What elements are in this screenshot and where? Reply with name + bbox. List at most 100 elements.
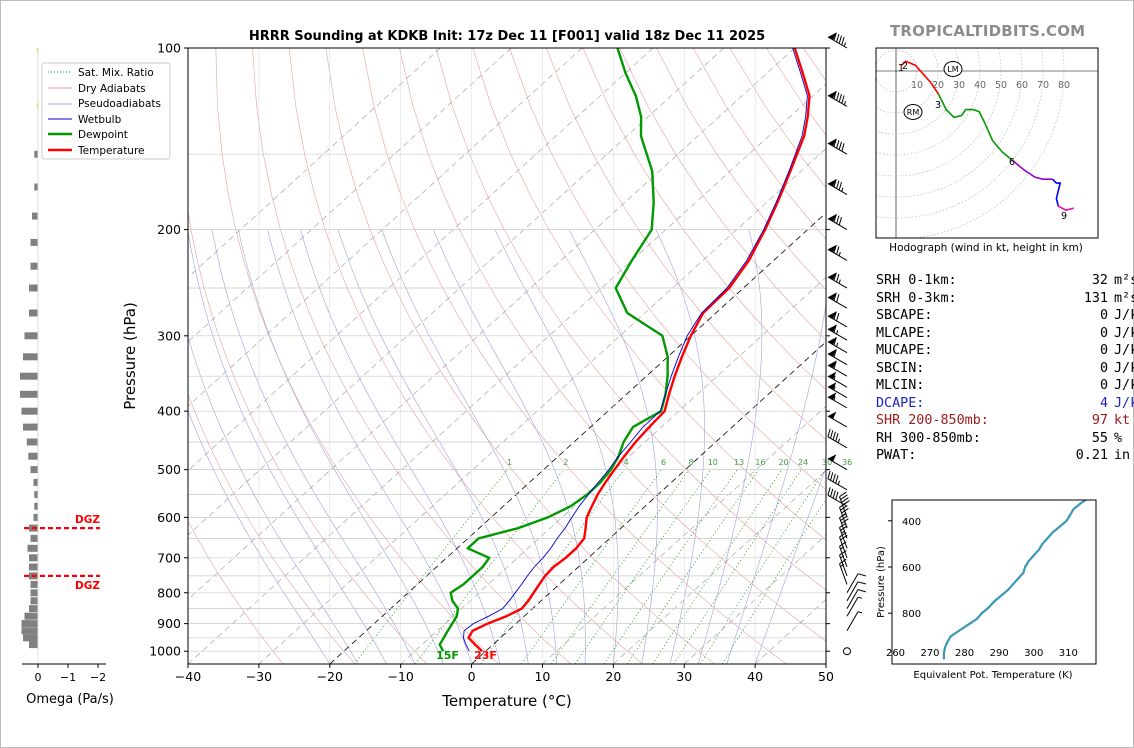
barb-full [839, 491, 847, 498]
barb-full [840, 515, 848, 521]
y-tick-label: 500 [157, 462, 181, 477]
dgz-label: DGZ [75, 514, 100, 526]
mixing-ratio-label: 20 [779, 458, 789, 467]
barb-full [840, 534, 848, 541]
barb-full [833, 214, 837, 223]
theta-e-y-tick-label: 400 [902, 517, 921, 528]
wind-barb [846, 611, 863, 632]
hodo-height-label: 2 [902, 61, 908, 72]
isotherm-line [683, 534, 826, 664]
storm-motion-label: RM [907, 108, 920, 117]
x-tick-label: −10 [387, 669, 413, 684]
barb-flag [827, 292, 837, 301]
wind-barb [843, 647, 851, 656]
barb-flag [827, 179, 837, 187]
dry-adiabat-line [288, 48, 643, 664]
barb-flag [827, 91, 837, 99]
barb-full [832, 431, 836, 440]
isotherm-line [188, 48, 583, 407]
omega-bar [34, 491, 39, 499]
barb-full [839, 558, 847, 565]
mixing-ratio-line [699, 469, 826, 664]
omega-bar [24, 612, 38, 620]
mixing-ratio-label: 10 [708, 458, 718, 467]
mixing-ratio-label: 30 [822, 458, 832, 467]
barb-full [839, 550, 847, 556]
hodo-segment [901, 60, 940, 95]
theta-e-x-tick-label: 260 [886, 648, 905, 659]
barb-full [833, 272, 837, 281]
barb-half [841, 530, 846, 534]
omega-tick-label: 0 [35, 671, 42, 684]
omega-bar [34, 150, 39, 158]
barb-half [837, 480, 840, 485]
omega-bar [33, 513, 38, 521]
mixing-ratio-line [353, 469, 508, 664]
omega-bar [29, 309, 38, 317]
barb-half [857, 596, 863, 599]
isotherm-line [400, 276, 826, 664]
wind-barb [827, 138, 848, 155]
x-tick-label: 50 [818, 669, 834, 684]
pseudoadiabat-line [698, 229, 763, 664]
barb-full [857, 589, 867, 593]
y-tick-label: 800 [157, 585, 181, 600]
dgz-markers: DGZ DGZ [24, 514, 100, 592]
skewt-title: HRRR Sounding at KDKB Init: 17z Dec 11 [… [249, 29, 765, 44]
barb-full [827, 470, 831, 479]
hodo-ring-label: 70 [1037, 80, 1049, 91]
hodo-ring [876, 48, 939, 114]
dry-adiabat-line [188, 393, 356, 664]
mixing-ratio-label: 2 [563, 458, 568, 467]
barb-flag [827, 382, 837, 390]
wind-barb [827, 90, 848, 107]
storm-motion-marker [943, 61, 963, 77]
barb-flag [827, 245, 837, 253]
barb-half [833, 375, 836, 380]
barb-full [836, 180, 840, 189]
barb-staff [827, 248, 848, 261]
barb-half [833, 386, 836, 391]
hodo-ring [876, 48, 1044, 219]
barb-staff [827, 458, 848, 471]
highlighted-isotherm [329, 212, 826, 664]
theta-e-plot [942, 499, 1087, 660]
barb-full [836, 92, 840, 101]
barb-half [840, 546, 845, 550]
barb-full [827, 428, 831, 437]
wind-barb [827, 411, 848, 428]
isotherm-line [188, 48, 795, 600]
isotherm-line [188, 48, 441, 278]
pseudoadiabat-line [381, 229, 557, 664]
barb-flag [827, 324, 837, 333]
pseudoadiabat-line [568, 229, 658, 664]
param-sbcape: SBCAPE:0J/kg [876, 308, 1134, 323]
theta-e-ticks: 260 270 280 290 300 310 400 600 800 [886, 517, 1078, 659]
omega-bar [24, 332, 38, 340]
skewt-plot-frame [187, 47, 827, 665]
hodo-height-label: 6 [1009, 157, 1015, 168]
mixing-ratio-line [673, 469, 802, 664]
pseudoadiabat-line [188, 229, 387, 664]
barb-full [841, 143, 845, 152]
wind-barb [827, 337, 848, 354]
barb-half [840, 563, 845, 568]
omega-bar [29, 284, 38, 292]
hodo-ring-label: 10 [911, 80, 923, 91]
omega-bar [27, 544, 38, 552]
param-rh-300-850: RH 300-850mb: 55% [876, 430, 1123, 446]
dry-adiabat-line [252, 48, 571, 664]
barb-full [839, 541, 847, 547]
barb-half [840, 555, 845, 559]
barb-half [843, 42, 846, 47]
x-tick-label: 20 [605, 669, 621, 684]
barb-staff [827, 276, 848, 289]
omega-bar [21, 627, 38, 635]
mixing-ratio-line [721, 498, 826, 664]
mixing-ratio-line [626, 469, 759, 664]
wind-barb [827, 371, 848, 388]
pseudoadiabat-line [211, 229, 416, 664]
dry-adiabat-line [509, 48, 826, 490]
barb-full [833, 311, 837, 320]
barb-flag [827, 337, 837, 345]
